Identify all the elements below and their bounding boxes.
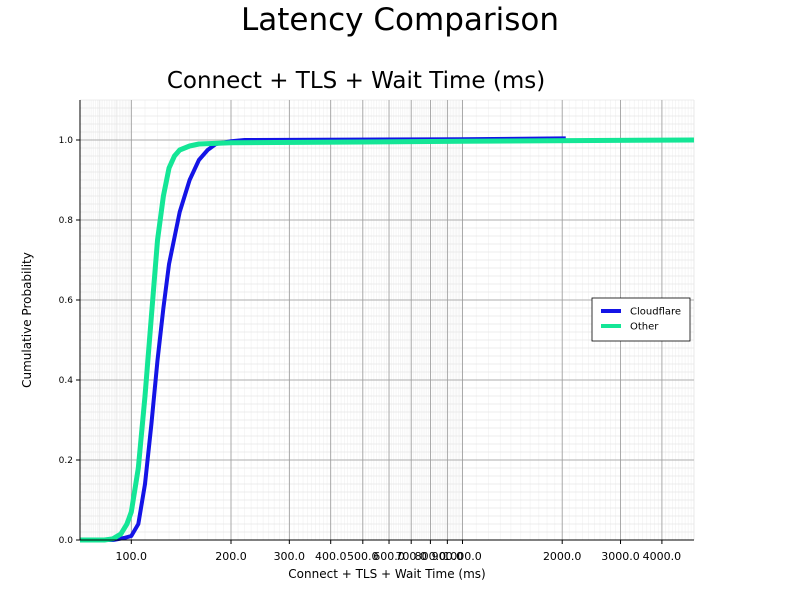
x-axis-label: Connect + TLS + Wait Time (ms) (288, 567, 485, 581)
y-tick-label: 0.4 (59, 376, 74, 386)
legend-box (591, 297, 691, 342)
x-tick-label: 300.0 (274, 550, 306, 563)
legend-label-cloudflare: Cloudflare (630, 307, 681, 318)
y-tick-label: 0.6 (59, 296, 74, 306)
x-tick-label: 200.0 (215, 550, 247, 563)
series-line-cloudflare (80, 136, 566, 542)
y-tick-label: 0.2 (59, 456, 73, 466)
series-lines (80, 136, 695, 543)
x-tick-label: 2000.0 (543, 550, 582, 563)
x-tick-label: 700.0 (395, 550, 427, 563)
x-tick-label: 900.0 (432, 550, 464, 563)
x-tick-label: 4000.0 (643, 550, 682, 563)
x-tick-label: 500.0 (347, 550, 379, 563)
y-ticks: 0.0 0.2 0.4 0.6 0.8 1.0 (59, 136, 80, 546)
x-ticks: 100.0 200.0 300.0 400.0 500.0600.0700.0800.0… (116, 540, 682, 563)
x-tick-label: 600.0 (373, 550, 405, 563)
x-tick-label: 400.0 (315, 550, 347, 563)
legend-label-other: Other (630, 322, 659, 333)
y-tick-label: 0.0 (59, 536, 74, 546)
series-line-other (80, 137, 695, 543)
y-tick-label: 0.8 (59, 216, 74, 226)
x-tick-label: 3000.0 (601, 550, 640, 563)
y-axis-label: Cumulative Probability (20, 252, 34, 388)
y-tick-label: 1.0 (59, 136, 74, 146)
x-tick-label: 800.0 (415, 550, 447, 563)
chart-title: Connect + TLS + Wait Time (ms) (167, 68, 545, 94)
legend: Cloudflare Other (591, 297, 691, 342)
axes (79, 100, 694, 541)
figure-suptitle: Latency Comparison (241, 2, 559, 38)
x-tick-label: 1000.0 (443, 550, 482, 563)
x-tick-label: 100.0 (116, 550, 148, 563)
